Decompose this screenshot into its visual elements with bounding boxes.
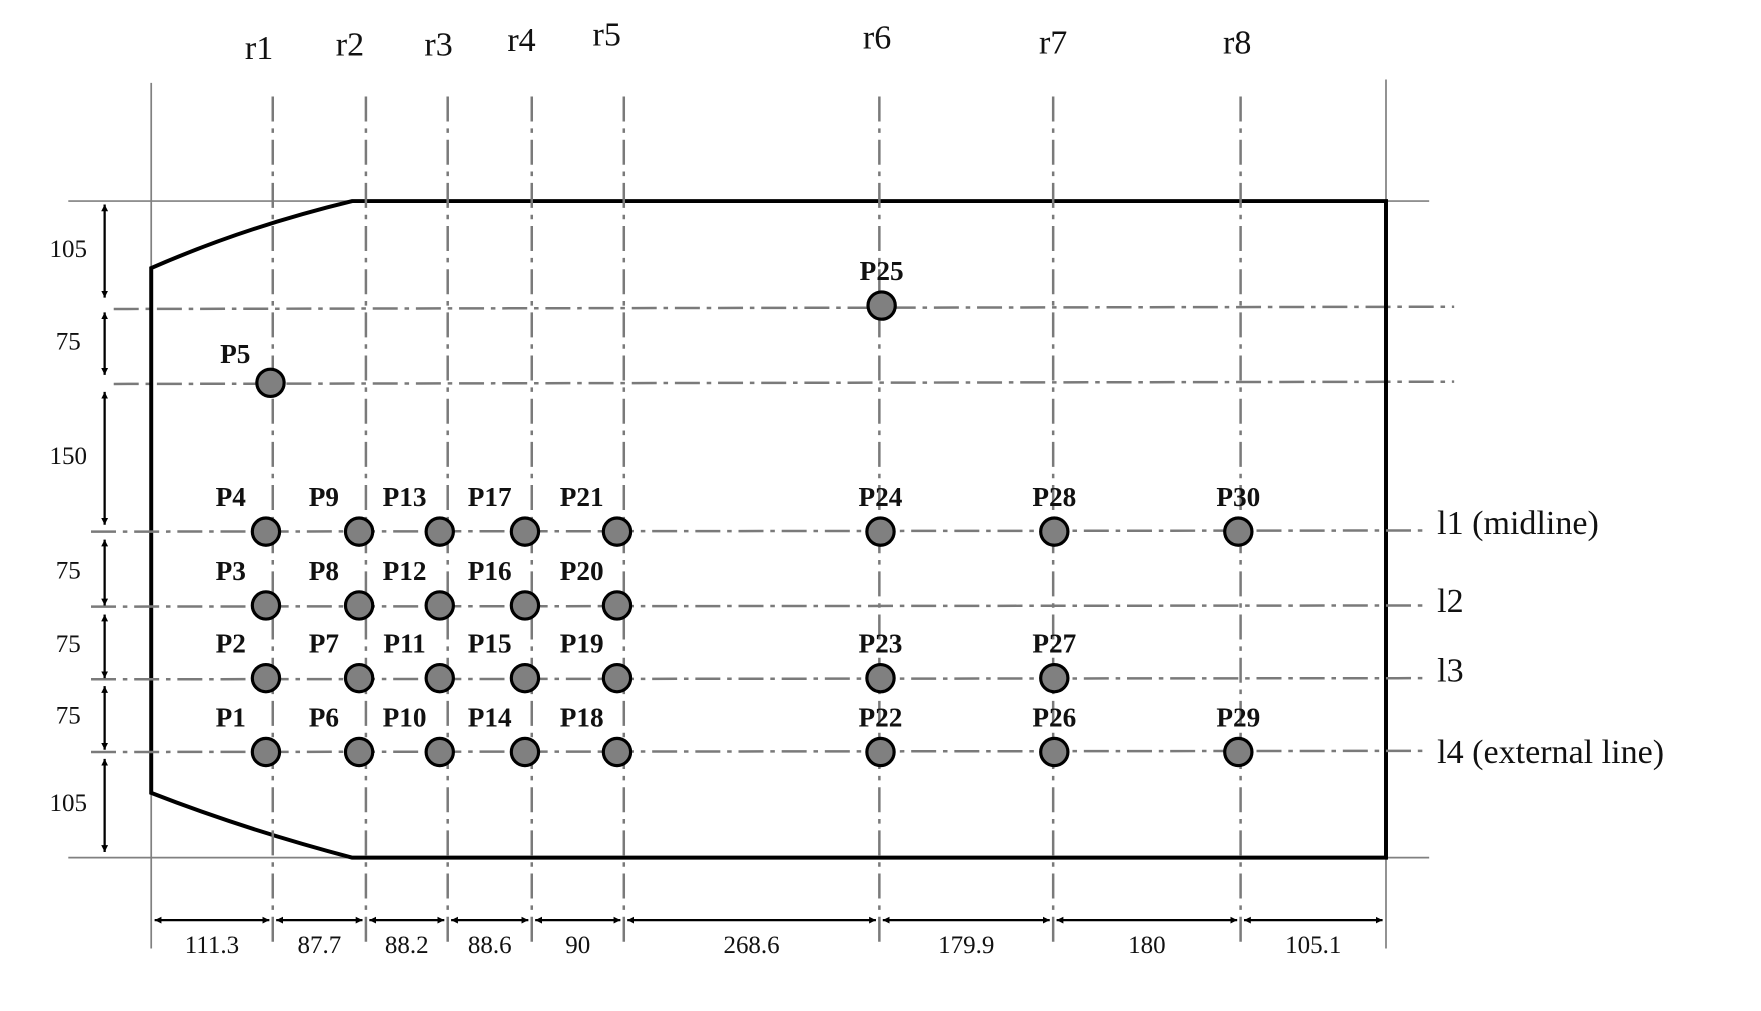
column-label: r5 — [593, 16, 621, 53]
measurement-point — [1223, 516, 1254, 547]
frame-lines — [68, 79, 1455, 949]
row-line — [91, 529, 1426, 533]
point-label: P15 — [468, 629, 512, 659]
measurement-point — [1039, 516, 1070, 547]
point-label: P19 — [560, 629, 604, 659]
point-label: P30 — [1216, 482, 1260, 512]
row-line — [91, 676, 1426, 681]
measurement-point — [250, 590, 282, 621]
measurement-point — [424, 590, 455, 621]
row-line — [91, 604, 1426, 608]
dimension-label: 75 — [56, 631, 81, 658]
column-label: r8 — [1223, 24, 1251, 61]
line-label: l1 (midline) — [1437, 505, 1599, 542]
measurement-point — [250, 516, 282, 547]
point-label: P29 — [1216, 702, 1260, 732]
point-label: P17 — [468, 482, 512, 512]
grid-line — [113, 380, 1455, 386]
point-label: P14 — [468, 702, 512, 732]
measurement-point — [509, 590, 541, 621]
hull-outline — [149, 199, 1388, 860]
measurement-point — [343, 662, 375, 694]
dimension-label: 87.7 — [297, 932, 341, 959]
measurement-point — [865, 736, 896, 768]
dimension-label: 88.6 — [468, 932, 512, 959]
measurement-point — [424, 516, 455, 547]
point-label: P1 — [216, 702, 246, 732]
measurement-point — [866, 290, 897, 321]
measurement-point — [255, 367, 286, 399]
measurement-point — [509, 736, 541, 768]
point-label: P23 — [859, 629, 903, 659]
row-line — [91, 749, 1426, 754]
point-label: P22 — [859, 702, 903, 732]
measurement-point — [343, 736, 375, 768]
dimension-label: 105 — [50, 236, 87, 263]
point-label: P27 — [1032, 629, 1076, 659]
dimension-label: 90 — [565, 932, 590, 959]
measurement-point — [601, 662, 633, 694]
column-label: r6 — [863, 20, 891, 57]
measurement-point — [1039, 736, 1070, 768]
measurement-point — [1039, 662, 1070, 694]
dimension-label: 88.2 — [385, 932, 429, 959]
measurement-point — [601, 736, 633, 768]
measurement-point — [343, 590, 375, 621]
point-label: P5 — [220, 339, 250, 369]
point-label: P7 — [309, 629, 339, 659]
measurement-point — [250, 736, 282, 768]
point-label: P18 — [560, 702, 604, 732]
measurement-point — [865, 662, 896, 694]
point-label: P3 — [216, 556, 246, 586]
measurement-point — [601, 590, 633, 621]
grid-line — [113, 305, 1455, 311]
line-label: l3 — [1437, 652, 1464, 689]
dimension-label: 105.1 — [1285, 932, 1341, 959]
dimension-label: 268.6 — [723, 932, 779, 959]
dimension-label: 180 — [1128, 932, 1165, 959]
measurement-point — [424, 736, 455, 768]
measurement-point — [601, 516, 633, 547]
point-label: P21 — [560, 482, 604, 512]
point-label: P9 — [309, 482, 339, 512]
point-label: P6 — [309, 702, 339, 732]
column-label: r7 — [1039, 24, 1067, 61]
point-label: P16 — [468, 556, 512, 586]
column-label: r4 — [507, 22, 535, 59]
dimension-label: 179.9 — [938, 932, 994, 959]
measurement-point — [509, 516, 541, 547]
measurement-point — [865, 516, 896, 547]
point-label: P20 — [560, 556, 604, 586]
column-label: r2 — [336, 27, 364, 64]
point-label: P28 — [1032, 482, 1076, 512]
point-label: P24 — [859, 482, 903, 512]
dimension-label: 150 — [50, 443, 87, 470]
point-label: P2 — [216, 629, 246, 659]
column-label: r1 — [245, 30, 273, 67]
point-label: P12 — [383, 556, 427, 586]
measurement-point — [343, 516, 375, 547]
point-label: P26 — [1032, 702, 1076, 732]
dimension-label: 111.3 — [185, 932, 239, 959]
dimension-label: 75 — [56, 703, 81, 730]
measurement-point — [1223, 736, 1254, 768]
point-label: P10 — [383, 702, 427, 732]
measurement-point — [250, 662, 282, 694]
point-label: P8 — [309, 556, 339, 586]
line-label: l4 (external line) — [1437, 734, 1664, 771]
measurement-point — [424, 662, 455, 694]
point-label: P25 — [860, 256, 904, 286]
dimension-label: 75 — [56, 328, 81, 355]
dimension-label: 105 — [50, 790, 87, 817]
point-label: P13 — [383, 482, 427, 512]
line-label: l2 — [1437, 583, 1464, 620]
dimension-label: 75 — [56, 557, 81, 584]
measurement-point — [509, 662, 541, 694]
column-label: r3 — [424, 27, 452, 64]
point-label: P11 — [383, 629, 425, 659]
point-label: P4 — [216, 482, 247, 512]
